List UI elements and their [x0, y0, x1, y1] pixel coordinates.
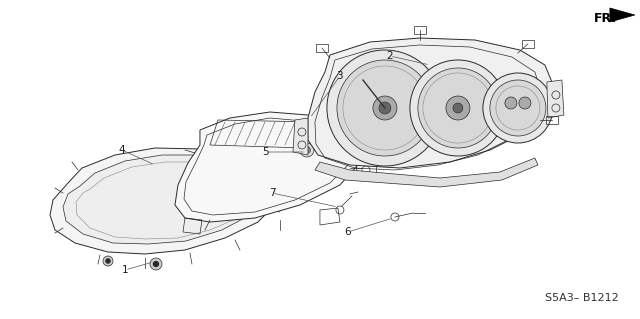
Circle shape — [150, 258, 162, 270]
Circle shape — [103, 256, 113, 266]
Circle shape — [446, 96, 470, 120]
Text: 2: 2 — [387, 51, 393, 61]
Polygon shape — [547, 80, 564, 118]
Circle shape — [410, 60, 506, 156]
Text: FR.: FR. — [594, 11, 617, 25]
Circle shape — [490, 80, 546, 136]
Circle shape — [303, 146, 310, 153]
Circle shape — [379, 102, 391, 114]
Circle shape — [373, 96, 397, 120]
Polygon shape — [175, 112, 365, 222]
Circle shape — [337, 60, 433, 156]
Polygon shape — [308, 38, 552, 168]
Circle shape — [300, 143, 314, 157]
Polygon shape — [50, 148, 280, 254]
Text: 6: 6 — [344, 227, 351, 237]
Circle shape — [505, 97, 517, 109]
Circle shape — [153, 261, 159, 267]
Circle shape — [106, 258, 111, 263]
Polygon shape — [610, 8, 635, 22]
Polygon shape — [63, 155, 266, 244]
Circle shape — [327, 50, 443, 166]
Text: 3: 3 — [337, 71, 343, 81]
Circle shape — [519, 97, 531, 109]
Text: 1: 1 — [122, 265, 128, 275]
Text: 4: 4 — [118, 145, 125, 155]
Polygon shape — [293, 118, 308, 155]
Text: 5: 5 — [262, 147, 269, 157]
Polygon shape — [315, 158, 538, 187]
Circle shape — [453, 103, 463, 113]
Text: 7: 7 — [269, 188, 275, 198]
Circle shape — [418, 68, 498, 148]
Circle shape — [483, 73, 553, 143]
Text: S5A3– B1212: S5A3– B1212 — [545, 293, 619, 303]
